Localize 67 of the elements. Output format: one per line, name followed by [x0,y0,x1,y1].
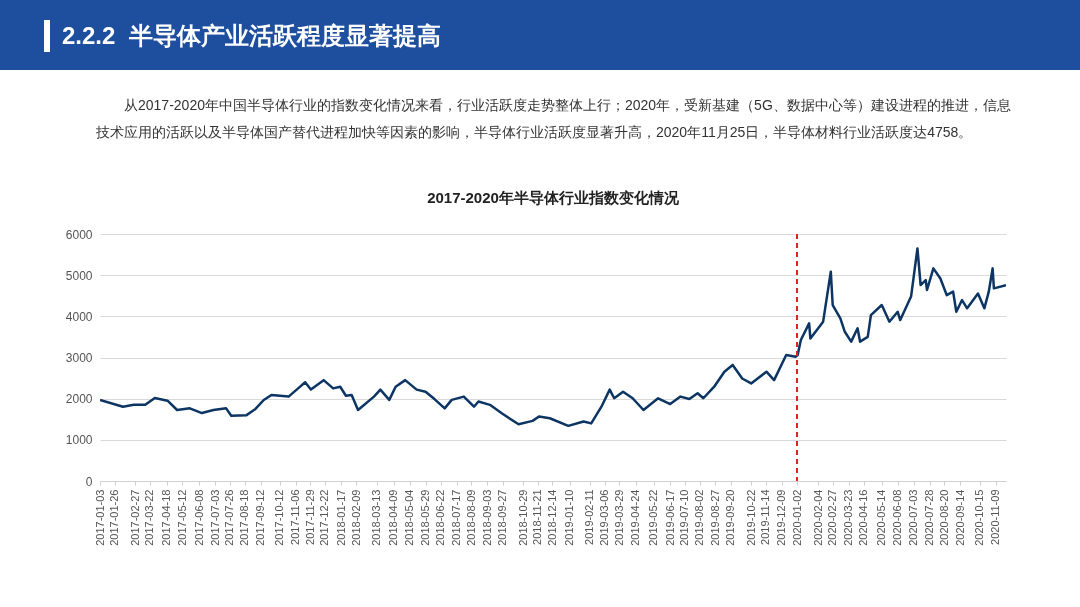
x-tick-label: 2020-04-16 [857,489,870,546]
x-tick-label: 2020-08-20 [937,489,950,546]
x-tick-label: 2019-03-06 [598,489,611,546]
x-tick-label: 2019-02-11 [583,489,596,545]
y-tick-label: 3000 [65,351,93,365]
x-tick-label: 2017-12-22 [318,489,331,546]
x-tick-label: 2019-09-20 [724,489,737,546]
x-tick-label: 2017-04-18 [160,489,173,546]
x-tick-label: 2018-11-21 [531,489,544,545]
x-tick-label: 2018-03-13 [370,489,383,546]
x-tick-label: 2018-09-27 [496,489,509,546]
x-tick-label: 2017-06-08 [192,489,205,546]
y-tick-label: 0 [85,474,93,489]
x-tick-label: 2020-05-14 [875,489,888,546]
x-tick-label: 2019-04-24 [629,489,642,546]
x-tick-label: 2017-08-18 [238,489,251,546]
x-tick-label: 2018-09-03 [480,489,493,546]
x-tick-label: 2019-07-10 [678,489,691,546]
y-tick-label: 2000 [65,392,93,407]
line-series [100,247,1006,428]
x-tick-label: 2017-01-26 [108,489,121,546]
x-tick-label: 2018-01-17 [334,489,347,546]
y-tick-label: 6000 [65,227,93,242]
x-tick-label: 2017-09-12 [254,489,267,546]
x-tick-label: 2020-07-28 [923,489,936,546]
y-tick-label: 5000 [65,268,93,283]
x-tick-label: 2017-07-03 [208,489,221,546]
x-tick-label: 2017-05-12 [175,489,188,546]
x-tick-label: 2018-10-29 [516,489,529,546]
x-tick-label: 2020-11-09 [989,489,1002,545]
x-tick-label: 2018-02-09 [349,489,362,546]
x-tick-label: 2017-02-27 [128,489,141,546]
y-tick-label: 4000 [65,309,93,324]
x-tick-label: 2017-11-06 [289,489,302,545]
x-tick-label: 2018-06-22 [434,489,447,546]
x-tick-label: 2020-10-15 [973,489,986,546]
x-tick-label: 2018-12-14 [545,489,558,546]
x-tick-label: 2020-01-02 [790,489,803,546]
x-tick-label: 2017-07-26 [223,489,236,546]
x-tick-label: 2019-06-17 [663,489,676,546]
x-tick-label: 2019-03-29 [612,489,625,546]
x-tick-label: 2017-03-22 [143,489,156,546]
x-tick-label: 2017-11-29 [303,489,316,545]
text: 从2017-2020年中国半导体行业的指数变化情况来看，行业活跃度走势整体上行；2020年，受新基建（5G、数据中心等）建设进程的推进，信息技术应用的活跃以及半导体国产替代进程加快等因素的影响，半导体行业活跃度显著升高，2020年11月25日，半导体材料行业活跃度达4758。 [96,96,1012,142]
x-tick-label: 2018-05-29 [419,489,432,546]
x-tick-label: 2020-06-08 [891,489,904,546]
x-tick-label: 2019-08-02 [693,489,706,546]
x-tick-label: 2017-10-12 [273,489,286,546]
x-tick-label: 2017-01-03 [93,489,106,546]
x-tick-label: 2018-05-04 [403,489,416,546]
x-tick-label: 2019-12-09 [775,489,788,546]
x-tick-label: 2019-11-14 [759,489,772,545]
x-tick-label: 2020-02-27 [826,489,839,546]
x-tick-label: 2020-07-03 [907,489,920,546]
text: 2.2.2 半导体产业活跃程度显著提高 [62,21,441,51]
y-tick-label: 1000 [65,433,93,448]
chart-title: 2017-2020年半导体行业指数变化情况 [427,189,680,206]
x-tick-label: 2019-05-22 [647,489,660,546]
x-tick-label: 2019-08-27 [708,489,721,546]
x-tick-label: 2018-08-09 [464,489,477,546]
x-tick-label: 2018-07-17 [450,489,463,546]
x-tick-label: 2020-03-23 [842,489,855,546]
x-tick-label: 2018-04-09 [387,489,400,546]
x-tick-label: 2019-01-10 [563,489,576,546]
x-tick-label: 2020-02-04 [811,489,824,546]
x-tick-label: 2019-10-22 [744,489,757,546]
x-tick-label: 2020-09-14 [953,489,966,546]
